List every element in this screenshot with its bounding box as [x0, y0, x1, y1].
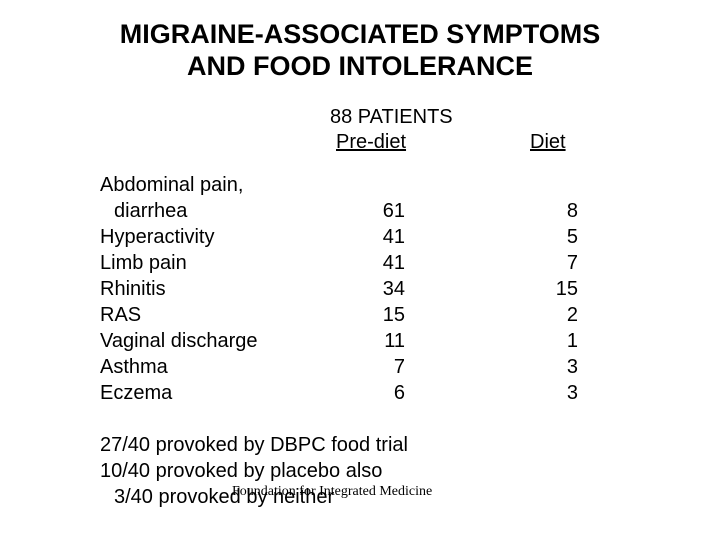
- table-row: Vaginal discharge111: [100, 328, 640, 354]
- footer-line-2: 10/40 provoked by placebo also: [100, 458, 408, 484]
- title-line-1: MIGRAINE-ASSOCIATED SYMPTOMS: [0, 18, 720, 50]
- prediet-value: 6: [365, 380, 405, 406]
- symptom-label: Abdominal pain,: [100, 172, 243, 198]
- symptom-label: Eczema: [100, 380, 172, 406]
- symptom-label: Limb pain: [100, 250, 187, 276]
- table-row: Asthma 7 3: [100, 354, 640, 380]
- symptom-label: diarrhea: [114, 198, 187, 224]
- col-header-prediet: Pre-diet: [336, 131, 406, 154]
- table-row: Abdominal pain,: [100, 172, 640, 198]
- prediet-value: 41: [365, 224, 405, 250]
- table-row: Eczema 6 3: [100, 380, 640, 406]
- prediet-value: 15: [365, 302, 405, 328]
- prediet-value: 41: [365, 250, 405, 276]
- symptom-label: RAS: [100, 302, 141, 328]
- diet-value: 5: [538, 224, 578, 250]
- symptom-label: Hyperactivity: [100, 224, 214, 250]
- diet-value: 7: [538, 250, 578, 276]
- patients-count: 88 PATIENTS: [330, 106, 453, 129]
- symptom-label: Asthma: [100, 354, 168, 380]
- title-line-2: AND FOOD INTOLERANCE: [0, 50, 720, 82]
- footer-line-1: 27/40 provoked by DBPC food trial: [100, 432, 408, 458]
- diet-value: 2: [538, 302, 578, 328]
- diet-value: 8: [538, 198, 578, 224]
- diet-value: 1: [538, 328, 578, 354]
- prediet-value: 7: [365, 354, 405, 380]
- table-row: Rhinitis 34 15: [100, 276, 640, 302]
- table-row: Limb pain 41 7: [100, 250, 640, 276]
- foundation-credit: Foundation for Integrated Medicine: [232, 484, 432, 500]
- table-row: Hyperactivity 41 5: [100, 224, 640, 250]
- table-row: RAS 15 2: [100, 302, 640, 328]
- col-header-diet: Diet: [530, 131, 566, 154]
- table-row: diarrhea 61 8: [100, 198, 640, 224]
- slide-title: MIGRAINE-ASSOCIATED SYMPTOMS AND FOOD IN…: [0, 0, 720, 83]
- prediet-value: 11: [365, 328, 405, 354]
- prediet-value: 34: [365, 276, 405, 302]
- diet-value: 15: [538, 276, 578, 302]
- diet-value: 3: [538, 380, 578, 406]
- symptoms-table: Abdominal pain,diarrhea618Hyperactivity4…: [100, 172, 640, 406]
- prediet-value: 61: [365, 198, 405, 224]
- symptom-label: Vaginal discharge: [100, 328, 258, 354]
- diet-value: 3: [538, 354, 578, 380]
- symptom-label: Rhinitis: [100, 276, 166, 302]
